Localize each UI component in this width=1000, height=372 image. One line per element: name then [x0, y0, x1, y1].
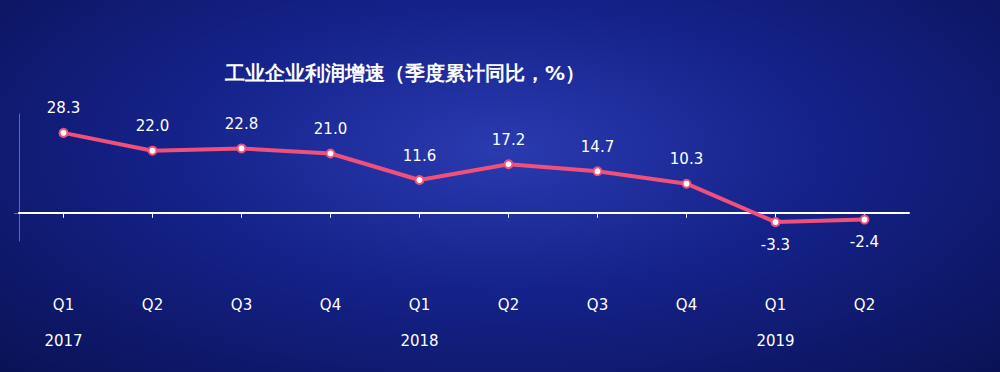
- svg-text:Q2: Q2: [498, 296, 519, 314]
- svg-text:Q2: Q2: [142, 296, 163, 314]
- svg-text:工业企业利润增速（季度累计同比，%）: 工业企业利润增速（季度累计同比，%）: [224, 61, 585, 85]
- svg-text:Q1: Q1: [765, 296, 786, 314]
- svg-text:Q1: Q1: [53, 296, 74, 314]
- svg-text:Q4: Q4: [676, 296, 697, 314]
- svg-text:Q3: Q3: [231, 296, 252, 314]
- svg-text:2017: 2017: [44, 332, 82, 350]
- svg-text:Q1: Q1: [409, 296, 430, 314]
- svg-text:2018: 2018: [400, 332, 438, 350]
- svg-text:2019: 2019: [756, 332, 794, 350]
- svg-text:28.3: 28.3: [47, 99, 80, 117]
- svg-text:22.0: 22.0: [136, 117, 169, 135]
- svg-text:Q3: Q3: [587, 296, 608, 314]
- svg-text:-3.3: -3.3: [761, 236, 790, 254]
- svg-text:10.3: 10.3: [670, 150, 703, 168]
- svg-text:14.7: 14.7: [581, 138, 614, 156]
- svg-text:11.6: 11.6: [403, 147, 436, 165]
- svg-text:21.0: 21.0: [314, 120, 347, 138]
- svg-text:Q2: Q2: [854, 296, 875, 314]
- svg-text:17.2: 17.2: [492, 131, 525, 149]
- svg-text:-2.4: -2.4: [850, 233, 879, 251]
- svg-text:Q4: Q4: [320, 296, 341, 314]
- svg-text:22.8: 22.8: [225, 115, 258, 133]
